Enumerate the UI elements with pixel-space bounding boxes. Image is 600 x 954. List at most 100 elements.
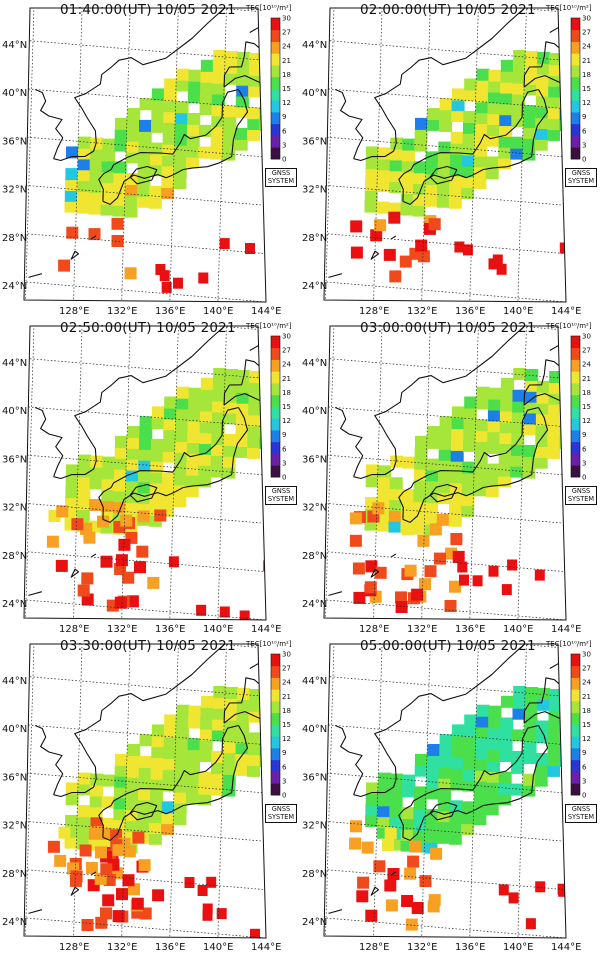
lat-label: 32°N [2,185,27,196]
tec-cells [349,686,566,931]
lon-label: 144°E [551,942,581,953]
panel-title: 02:00:00(UT) 10/05 2021 [360,2,536,18]
colorbar-tick: 21 [282,693,291,701]
tec-panel: 44°N 40°N 36°N 32°N 28°N 24°N 128°E 132°E 136°E 1… [0,636,300,954]
coastlines [28,644,266,914]
panel-title: 03:00:00(UT) 10/05 2021 [360,320,536,336]
lat-label: 24°N [302,917,327,928]
lon-label: 136°E [155,624,185,635]
colorbar-tick: 30 [282,333,291,341]
colorbar-tick: 12 [582,417,591,425]
colorbar-tick: 15 [582,721,591,729]
lat-label: 32°N [2,821,27,832]
gnss-system-badge: GNSS SYSTEM [565,486,597,505]
colorbar-tick: 27 [582,665,591,673]
lon-label: 140°E [203,306,233,317]
lat-label: 44°N [302,676,327,687]
lat-label: 24°N [302,599,327,610]
graticule [324,8,566,302]
lat-label: 36°N [302,136,327,147]
colorbar-tick: 12 [582,99,591,107]
panel-title: 02:50:00(UT) 10/05 2021 [60,320,236,336]
lat-label: 24°N [2,917,27,928]
lat-label: 32°N [302,503,327,514]
lat-label: 40°N [2,724,27,735]
gnss-system-badge: GNSS SYSTEM [265,168,297,187]
colorbar-tick: 0 [582,156,586,164]
badge-line: GNSS [571,805,591,813]
colorbar-label: TEC[10¹⁰/m²] [546,322,592,330]
tec-map: 44°N 40°N 36°N 32°N 28°N 24°N 128°E 132°E 136°E 1… [2,325,291,635]
lon-label: 132°E [407,942,437,953]
lat-label: 24°N [302,281,327,292]
colorbar-tick: 18 [582,389,591,397]
lat-label: 40°N [2,406,27,417]
colorbar-tick: 24 [582,43,591,51]
graticule [24,644,266,938]
tec-map: 44°N 40°N 36°N 32°N 28°N 24°N 128°E 132°E 136°E 1… [2,7,291,317]
colorbar-tick: 21 [582,57,591,65]
lon-label: 128°E [359,306,389,317]
colorbar-tick: 6 [282,127,287,135]
coastlines [328,8,566,278]
graticule [324,326,566,620]
lon-label: 132°E [107,306,137,317]
colorbar-tick: 3 [582,459,586,467]
colorbar-tick: 15 [582,85,591,93]
lat-label: 28°N [302,551,327,562]
colorbar-tick: 6 [282,763,287,771]
badge-line: SYSTEM [267,494,295,503]
lon-label: 140°E [203,624,233,635]
tec-cells [58,50,266,293]
tec-map: 44°N 40°N 36°N 32°N 28°N 24°N 128°E 132°E 136°E 1… [2,643,291,953]
badge-line: GNSS [571,169,591,177]
tec-map: 44°N 40°N 36°N 32°N 28°N 24°N 128°E 132°E 136°E 1… [302,325,591,635]
colorbar-tick: 18 [582,707,591,715]
colorbar-tick: 9 [582,113,586,121]
lon-label: 128°E [359,942,389,953]
lon-label: 136°E [455,306,485,317]
tec-cells [349,368,566,613]
badge-line: SYSTEM [267,176,295,185]
lon-label: 140°E [503,624,533,635]
colorbar-tick: 15 [282,721,291,729]
colorbar-tick: 6 [582,127,587,135]
colorbar-tick: 12 [582,735,591,743]
lat-label: 32°N [302,821,327,832]
colorbar-tick: 3 [282,459,286,467]
lon-label: 132°E [407,306,437,317]
lon-label: 144°E [251,942,281,953]
badge-line: SYSTEM [567,494,595,503]
tec-map: 44°N 40°N 36°N 32°N 28°N 24°N 128°E 132°E 136°E 1… [302,7,591,317]
colorbar-tick: 18 [282,389,291,397]
lon-label: 132°E [107,624,137,635]
colorbar-tick: 27 [582,347,591,355]
badge-line: SYSTEM [567,176,595,185]
lon-label: 128°E [59,942,89,953]
coastlines [28,8,266,278]
tec-panel: 44°N 40°N 36°N 32°N 28°N 24°N 128°E 132°E 136°E 1… [300,0,600,318]
lat-label: 36°N [302,772,327,783]
colorbar-tick: 27 [282,665,291,673]
tec-panel: 44°N 40°N 36°N 32°N 28°N 24°N 128°E 132°E 136°E 1… [300,636,600,954]
lat-label: 44°N [2,358,27,369]
lat-label: 40°N [302,406,327,417]
lat-label: 44°N [2,40,27,51]
colorbar-tick: 21 [582,375,591,383]
colorbar-tick: 15 [282,403,291,411]
lon-label: 140°E [503,942,533,953]
lat-label: 32°N [302,185,327,196]
colorbar-tick: 3 [282,777,286,785]
lat-label: 36°N [2,136,27,147]
badge-line: SYSTEM [567,812,595,821]
colorbar-tick: 30 [582,333,591,341]
graticule [24,326,266,620]
colorbar-tick: 21 [282,57,291,65]
colorbar-tick: 0 [282,792,286,800]
